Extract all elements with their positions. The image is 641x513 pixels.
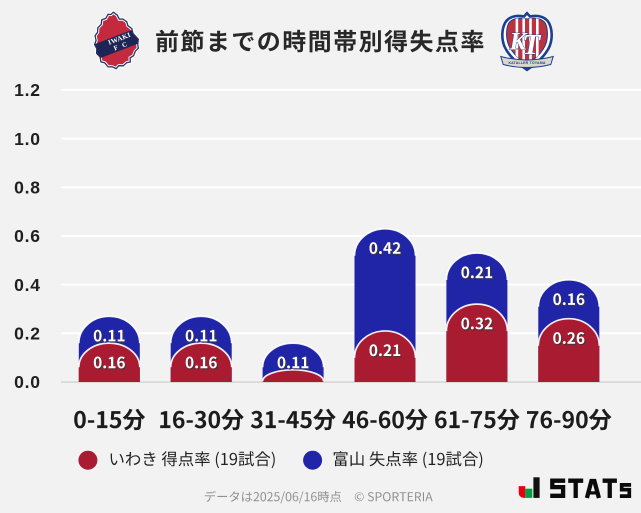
svg-text:1.2: 1.2 xyxy=(14,80,41,100)
svg-text:0.6: 0.6 xyxy=(14,226,41,246)
svg-text:1.0: 1.0 xyxy=(14,129,41,149)
svg-text:0.8: 0.8 xyxy=(14,178,41,198)
svg-text:0.2: 0.2 xyxy=(14,324,41,344)
svg-text:0.0: 0.0 xyxy=(14,372,41,392)
svg-text:KATALLER TOYAMA: KATALLER TOYAMA xyxy=(508,61,545,65)
svg-text:T: T xyxy=(523,29,542,61)
svg-text:0.4: 0.4 xyxy=(14,275,41,295)
svg-text:K: K xyxy=(509,29,529,56)
